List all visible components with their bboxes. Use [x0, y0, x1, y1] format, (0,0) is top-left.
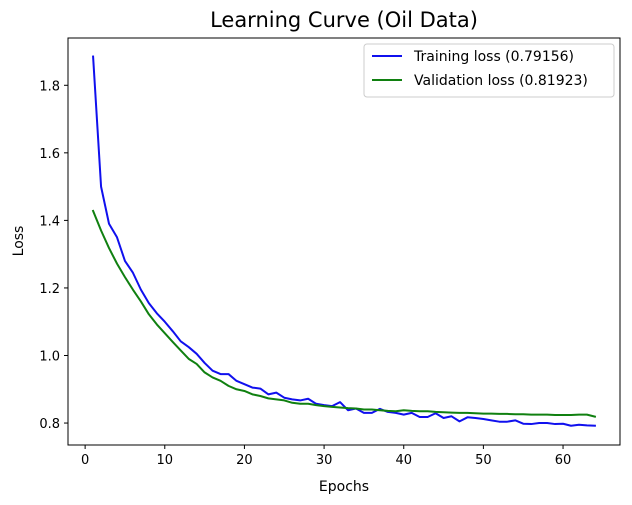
x-tick-label: 0: [81, 453, 89, 468]
y-tick-label: 0.8: [39, 417, 60, 432]
x-tick-label: 40: [395, 453, 412, 468]
x-tick-label: 50: [475, 453, 492, 468]
legend-box: [363, 43, 615, 98]
plot-frame: [67, 37, 621, 446]
legend: Training loss (0.79156) Validation loss …: [363, 43, 615, 98]
series-line-0: [92, 55, 596, 427]
series-line-1: [91, 209, 597, 418]
y-tick-label: 1.2: [39, 282, 60, 297]
y-tick-label: 1.0: [39, 349, 60, 364]
chart-title: Learning Curve (Oil Data): [210, 8, 478, 32]
x-tick-label: 60: [555, 453, 572, 468]
x-tick-label: 30: [316, 453, 333, 468]
x-axis-label: Epochs: [319, 479, 369, 495]
y-tick-label: 1.4: [39, 214, 60, 229]
y-axis-label: Loss: [11, 226, 27, 257]
legend-label-training: Training loss (0.79156): [413, 49, 574, 65]
y-tick-label: 1.8: [39, 79, 60, 94]
x-tick-label: 10: [157, 453, 174, 468]
y-tick-label: 1.6: [39, 147, 60, 162]
x-tick-label: 20: [236, 453, 253, 468]
legend-label-validation: Validation loss (0.81923): [414, 73, 588, 89]
